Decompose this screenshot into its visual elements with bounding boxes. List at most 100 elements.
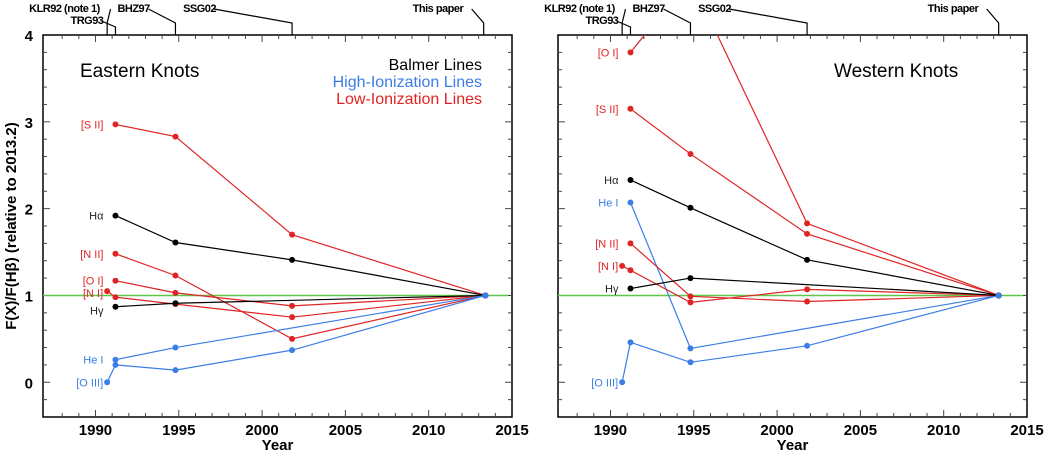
data-point [112, 294, 119, 301]
data-point [112, 303, 119, 310]
series-label: [O III] [76, 377, 103, 389]
data-point [627, 105, 634, 112]
series-line [115, 215, 486, 297]
y-tick-label: 3 [25, 115, 33, 132]
reference-bracket [621, 8, 627, 35]
reference-label: TRG93 [585, 15, 618, 27]
data-point [112, 356, 119, 363]
data-point [804, 286, 811, 293]
data-point [289, 231, 296, 238]
data-point [289, 256, 296, 263]
reference-bracket [106, 8, 112, 35]
x-tick-label: 2010 [412, 422, 445, 439]
data-point [804, 342, 811, 349]
series-label: He I [83, 355, 103, 367]
series-label: [O I] [598, 47, 619, 59]
data-point [104, 379, 111, 386]
data-point [627, 339, 634, 346]
series-label: Hγ [605, 284, 619, 296]
series-label: [O I] [83, 276, 104, 288]
reference-label: TRG93 [70, 15, 103, 27]
series-line [630, 179, 999, 297]
series-line [621, 294, 999, 383]
plot-frame [557, 34, 1028, 418]
data-point [172, 289, 179, 296]
data-point [172, 367, 179, 374]
reference-bracket [148, 8, 177, 35]
x-tick-label: 2000 [760, 422, 793, 439]
data-point [627, 240, 634, 247]
data-point [289, 347, 296, 354]
series-line [630, 35, 999, 297]
series-group [104, 121, 489, 386]
data-point [687, 299, 694, 306]
data-point [289, 314, 296, 321]
series-label: [N I] [598, 261, 618, 273]
y-axis-label: F(X)/F(Hβ) (relative to 2013.2) [3, 122, 20, 330]
data-point [482, 292, 489, 299]
series-label: Hγ [90, 306, 104, 318]
data-point [172, 272, 179, 279]
data-point [627, 267, 634, 274]
series-label: Hα [89, 211, 104, 223]
reference-label: This paper [413, 3, 465, 15]
x-axis-label: Year [777, 437, 809, 454]
panel-title: Eastern Knots [80, 61, 199, 82]
data-point [112, 212, 119, 219]
x-tick-label: 1995 [162, 422, 195, 439]
x-tick-label: 2010 [927, 422, 960, 439]
data-point [687, 275, 694, 282]
reference-bracket [663, 8, 692, 35]
panel-eastern: 1990 1995 2000 2005 2010 2015 Year 0 1 2 3 4 KLR92 (… [25, 3, 529, 454]
data-point [172, 344, 179, 351]
panel-western: 1990 1995 2000 2005 2010 2015 Year KLR92 (note … [544, 3, 1044, 454]
reference-label: This paper [928, 3, 980, 15]
y-tick-label: 4 [25, 28, 34, 45]
reference-bracket [728, 8, 808, 35]
data-point [112, 250, 119, 257]
x-tick-label: 2005 [329, 422, 362, 439]
data-point [687, 293, 694, 300]
y-tick-label: 2 [25, 202, 33, 219]
series-line [630, 108, 999, 297]
reference-label: SSG02 [698, 3, 731, 15]
legend-entry: High-Ionization Lines [333, 74, 482, 91]
data-point [687, 150, 694, 157]
series-label: [S II] [81, 119, 104, 131]
legend-entry: Balmer Lines [389, 57, 482, 74]
data-point [112, 361, 119, 368]
reference-bracket [213, 8, 293, 35]
data-point [289, 335, 296, 342]
series-line [629, 202, 999, 350]
panel-title: Western Knots [834, 61, 958, 82]
reference-bracket [986, 8, 1000, 35]
x-tick-label: 1995 [677, 422, 710, 439]
series-label: He I [598, 198, 618, 210]
data-point [687, 345, 694, 352]
reference-label: KLR92 (note 1) [544, 3, 615, 15]
series-label: [N II] [595, 238, 618, 250]
series-line [115, 280, 486, 307]
legend-entry: Low-Ionization Lines [336, 91, 482, 108]
x-tick-label: 2005 [844, 422, 877, 439]
reference-bracket [101, 20, 117, 35]
x-tick-label: 2015 [495, 422, 528, 439]
data-point [112, 121, 119, 128]
data-point [172, 300, 179, 307]
series-group [619, 35, 1002, 386]
data-point [104, 288, 111, 295]
y-tick-label: 0 [25, 375, 33, 392]
data-point [627, 285, 634, 292]
x-tick-label: 1990 [79, 422, 112, 439]
series-label: [N II] [80, 249, 103, 261]
reference-label: BHZ97 [117, 3, 150, 15]
reference-bracket [616, 20, 632, 35]
series-line [630, 242, 999, 303]
data-point [804, 230, 811, 237]
reference-bracket [471, 8, 485, 35]
data-point [804, 298, 811, 305]
series-label: [S II] [596, 104, 619, 116]
data-point [627, 49, 634, 56]
data-point [627, 199, 634, 206]
